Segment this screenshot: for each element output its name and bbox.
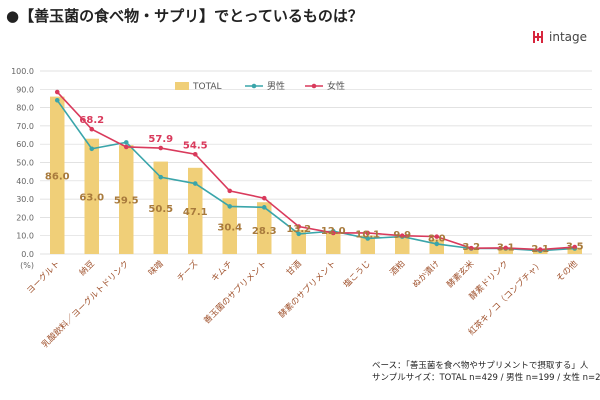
point-female — [365, 230, 371, 236]
data-label-total: 86.0 — [45, 171, 70, 182]
data-label-total: 59.5 — [114, 196, 139, 207]
base-note: ベース：「善玉菌を食べ物やサプリメントで摂取する」人 — [372, 361, 589, 371]
point-female — [503, 245, 509, 251]
y-tick-label: 40.0 — [16, 177, 34, 186]
legend-marker-male — [251, 83, 257, 89]
data-label-total: 12.0 — [321, 226, 346, 237]
data-label-total: 30.4 — [217, 222, 242, 233]
x-tick-label: 甘酒 — [284, 258, 304, 278]
point-female — [537, 247, 543, 252]
y-tick-label: 10.0 — [16, 232, 34, 241]
intage-logo-icon — [533, 31, 543, 43]
bar-total — [326, 232, 341, 254]
point-female — [399, 233, 405, 238]
bar-total — [464, 248, 479, 254]
point-male — [261, 205, 267, 210]
bar-total — [395, 235, 410, 254]
legend-label-female: 女性 — [327, 80, 345, 92]
sample-size-note: サンプルサイズ：TOTAL n=429 / 男性 n=199 / 女性 n=2 — [372, 373, 600, 383]
y-tick-label: 60.0 — [16, 140, 34, 149]
bar-total — [222, 198, 237, 254]
point-male — [296, 231, 302, 237]
bar-total — [360, 235, 375, 254]
bar-total — [84, 138, 99, 254]
point-female — [158, 145, 164, 151]
data-label-total: 13.2 — [286, 224, 311, 235]
point-female — [261, 195, 267, 201]
data-label-total: 3.5 — [566, 242, 584, 253]
point-female — [89, 126, 95, 132]
point-female — [434, 234, 440, 239]
data-label-female: 68.2 — [79, 115, 104, 126]
data-label-total: 47.1 — [183, 207, 208, 218]
series-line-male — [56, 99, 575, 252]
data-label-female: 57.9 — [148, 134, 173, 145]
data-label-total: 63.0 — [79, 192, 104, 203]
point-female — [330, 230, 336, 236]
y-tick-label: 70.0 — [16, 122, 34, 131]
page-title: ●【善玉菌の食べ物・サプリ】でとっているものは？ — [6, 7, 363, 25]
point-female — [296, 224, 302, 229]
y-tick-label: 20.0 — [16, 213, 34, 222]
data-label-total: 50.5 — [148, 204, 173, 215]
x-tick-label: キムチ — [210, 259, 235, 284]
point-female — [468, 245, 474, 251]
point-male — [158, 174, 164, 180]
legend-label-male: 男性 — [267, 80, 285, 92]
brand-name: intage — [549, 30, 587, 44]
point-male — [192, 181, 198, 186]
bar-total — [119, 145, 134, 254]
y-tick-label: 80.0 — [16, 104, 34, 113]
bar-total — [498, 248, 513, 254]
bar-total — [188, 167, 203, 254]
x-tick-label: 塩こうじ — [341, 258, 373, 290]
x-tick-label: 酵素玄米 — [445, 258, 477, 290]
point-male — [365, 236, 371, 241]
y-tick-label: 0.0 — [21, 250, 34, 259]
legend-label-total: TOTAL — [192, 82, 222, 92]
series-line-female — [56, 91, 575, 251]
point-female — [572, 244, 578, 250]
data-label-total: 3.2 — [462, 242, 480, 253]
bar-total — [50, 96, 65, 255]
point-female — [192, 151, 198, 157]
data-label-total: 9.9 — [393, 230, 411, 241]
point-male — [227, 204, 233, 209]
data-label-female: 54.5 — [183, 140, 208, 151]
point-male — [89, 146, 95, 152]
point-female — [123, 144, 129, 150]
data-label-total: 3.1 — [497, 242, 515, 253]
brand-logo: intage — [532, 30, 587, 44]
x-tick-label: 納豆 — [77, 258, 97, 278]
point-male — [434, 241, 440, 247]
x-tick-label: 味噌 — [146, 258, 166, 278]
data-label-total: 8.0 — [428, 233, 446, 244]
x-tick-label: 善玉菌のサプリメント — [201, 258, 269, 326]
y-tick-label: 100.0 — [11, 67, 34, 76]
x-tick-label: その他 — [554, 258, 580, 284]
data-label-total: 2.1 — [531, 244, 549, 255]
point-female — [54, 89, 60, 95]
data-label-total: 28.3 — [252, 226, 277, 237]
x-tick-label: ぬか漬け — [410, 258, 442, 290]
bar-total — [257, 202, 272, 254]
point-male — [54, 97, 60, 103]
bar-total — [153, 161, 168, 254]
y-tick-label: 90.0 — [16, 85, 34, 94]
data-label-total: 10.1 — [355, 230, 380, 241]
y-tick-label: 30.0 — [16, 195, 34, 204]
y-axis-unit: (%) — [20, 261, 34, 270]
point-male — [123, 140, 129, 145]
y-tick-label: 50.0 — [16, 159, 34, 168]
x-tick-label: チーズ — [175, 258, 201, 284]
x-tick-label: 酵素のサプリメント — [276, 258, 338, 320]
x-tick-label: 酒粕 — [388, 258, 408, 278]
legend-swatch-total — [175, 82, 189, 90]
point-female — [227, 188, 233, 194]
legend-marker-female — [311, 83, 317, 89]
bar-total — [291, 229, 306, 254]
